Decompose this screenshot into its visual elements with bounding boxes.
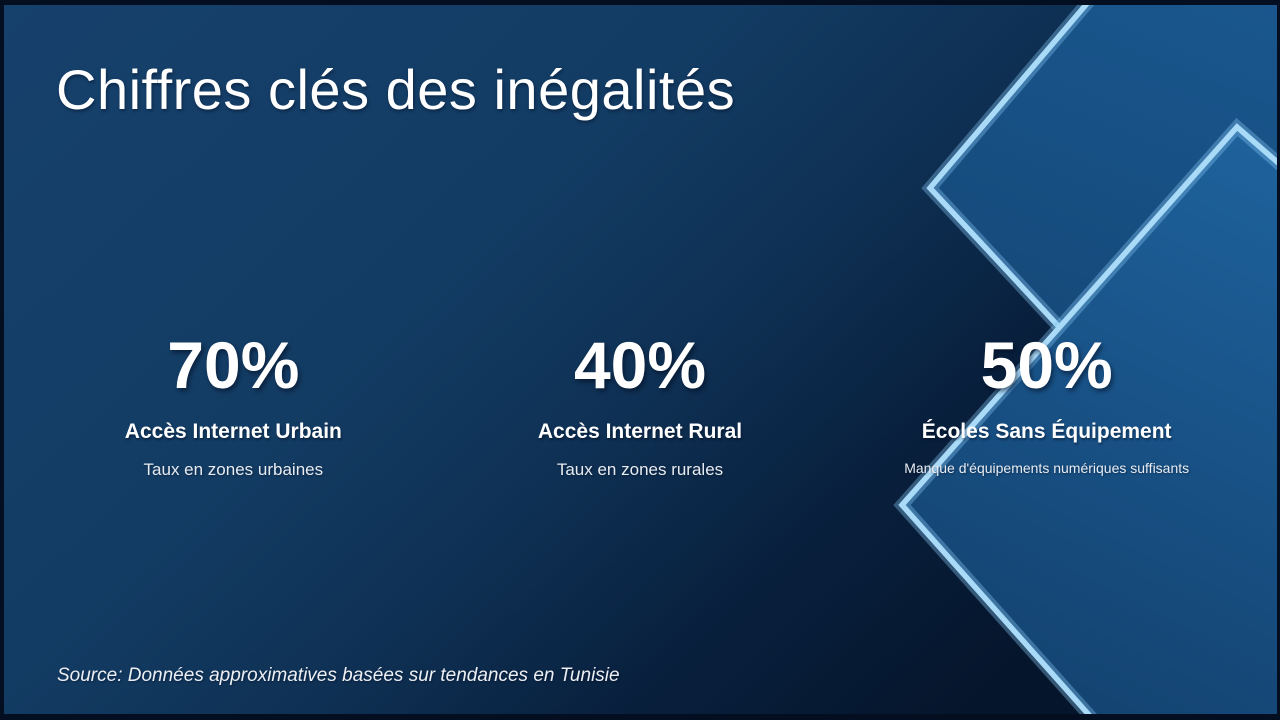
stat-label: Accès Internet Rural	[537, 420, 743, 443]
stat-label: Écoles Sans Équipement	[921, 420, 1172, 443]
source-note: Source: Données approximatives basées su…	[57, 665, 620, 686]
stat-card-urban-internet: 70% Accès Internet Urbain Taux en zones …	[30, 332, 437, 480]
stat-description: Manque d'équipements numériques suffisan…	[904, 460, 1190, 477]
stat-value: 70%	[167, 328, 300, 402]
stat-card-schools-equipment: 50% Écoles Sans Équipement Manque d'équi…	[843, 332, 1250, 480]
stat-value: 40%	[573, 328, 707, 402]
stats-row: 70% Accès Internet Urbain Taux en zones …	[30, 332, 1250, 480]
stat-description: Taux en zones urbaines	[143, 460, 324, 480]
stat-value: 50%	[980, 328, 1113, 402]
diamond-shape-lower	[893, 117, 1280, 720]
stat-label: Accès Internet Urbain	[124, 420, 342, 443]
slide-title: Chiffres clés des inégalités	[56, 58, 736, 121]
stat-description: Taux en zones rurales	[556, 460, 724, 480]
stat-card-rural-internet: 40% Accès Internet Rural Taux en zones r…	[437, 332, 844, 480]
